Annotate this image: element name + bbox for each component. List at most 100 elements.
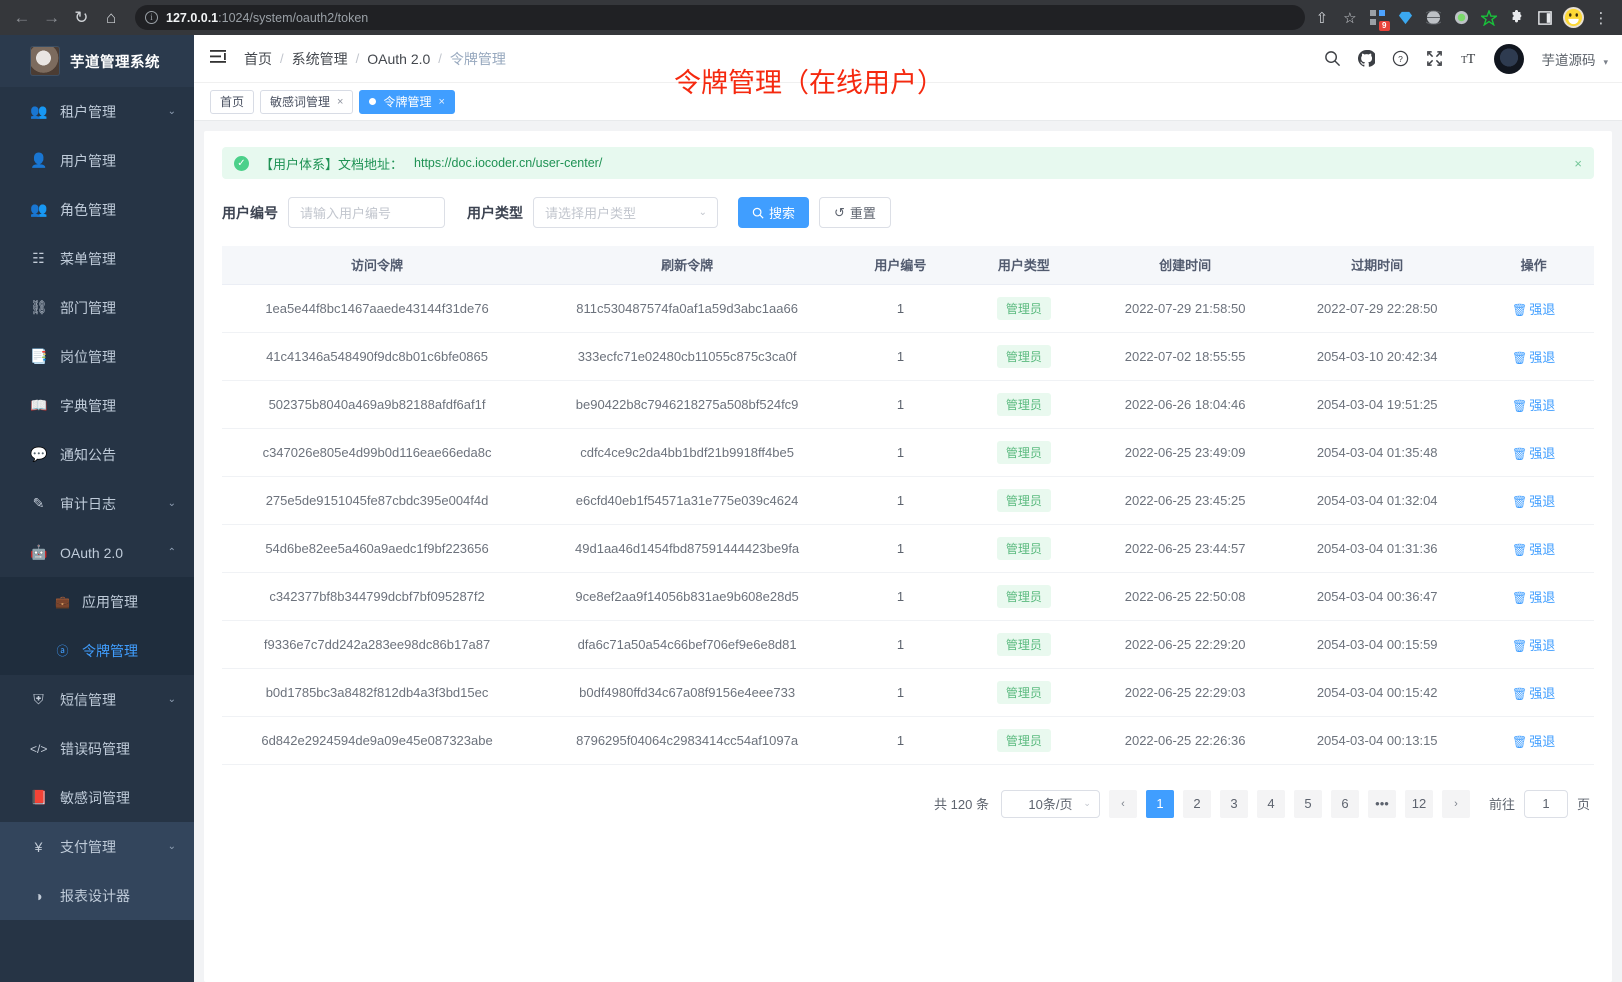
- main-area: 首页 / 系统管理 / OAuth 2.0 / 令牌管理 ?: [194, 35, 1622, 982]
- table-row: c342377bf8b344799dcbf7bf095287f2 9ce8ef2a…: [222, 572, 1594, 621]
- force-logout-button[interactable]: 🗑 强退: [1512, 734, 1555, 749]
- page-button[interactable]: 6: [1330, 789, 1359, 818]
- force-logout-button[interactable]: 🗑 强退: [1512, 494, 1555, 509]
- globe-extension-icon[interactable]: [1421, 4, 1447, 32]
- sidebar-item-dept[interactable]: ⛓ 部门管理: [0, 283, 194, 332]
- fullscreen-icon[interactable]: [1426, 50, 1443, 67]
- tab-token-manage[interactable]: 令牌管理 ×: [359, 89, 455, 114]
- sidebar-logo[interactable]: 芋道管理系统: [0, 35, 194, 87]
- sidebar-item-report-designer[interactable]: ◑ 报表设计器: [0, 871, 194, 920]
- search-button[interactable]: 搜索: [738, 197, 810, 228]
- green-circle-extension-icon[interactable]: [1449, 4, 1475, 32]
- force-logout-button[interactable]: 🗑 强退: [1512, 542, 1555, 557]
- sidebar-item-label: 敏感词管理: [60, 789, 130, 806]
- user-name[interactable]: 芋道源码: [1541, 52, 1596, 68]
- breadcrumb-item-home[interactable]: 首页: [244, 50, 272, 67]
- status-badge: 管理员: [996, 632, 1051, 656]
- user-id-label: 用户编号: [222, 204, 278, 221]
- annotation-text: 令牌管理（在线用户）: [674, 68, 944, 98]
- sidebar-item-post[interactable]: 📑 岗位管理: [0, 332, 194, 381]
- close-icon[interactable]: ×: [1574, 155, 1582, 171]
- page-size-select[interactable]: 10条/页 ⌄: [1000, 789, 1100, 818]
- reset-button[interactable]: ↺ 重置: [819, 197, 891, 228]
- chevron-down-icon[interactable]: ▾: [1603, 56, 1608, 67]
- share-icon[interactable]: ⇧: [1315, 9, 1329, 27]
- sidebar-item-role[interactable]: 👥 角色管理: [0, 185, 194, 234]
- site-info-icon[interactable]: i: [145, 11, 158, 24]
- sidebar-item-tenant[interactable]: 👥 租户管理 ⌄: [0, 87, 194, 136]
- tab-home[interactable]: 首页: [210, 89, 255, 114]
- goto-page-input[interactable]: 1: [1523, 789, 1568, 818]
- page-button[interactable]: 4: [1256, 789, 1285, 818]
- puzzle-extensions-icon[interactable]: [1504, 4, 1530, 32]
- alert-link[interactable]: https://doc.iocoder.cn/user-center/: [414, 156, 603, 170]
- profile-avatar-icon[interactable]: [1560, 4, 1586, 32]
- help-icon[interactable]: ?: [1392, 50, 1409, 67]
- cell-operation: 🗑 强退: [1473, 668, 1594, 717]
- user-type-label: 用户类型: [467, 204, 523, 221]
- user-type-select[interactable]: 请选择用户类型 ⌄: [533, 197, 718, 228]
- menu-list-icon: ☷: [32, 250, 45, 266]
- address-bar[interactable]: i 127.0.0.1:1024/system/oauth2/token: [135, 5, 1305, 30]
- close-icon[interactable]: ×: [337, 95, 344, 108]
- breadcrumb-item-system[interactable]: 系统管理: [291, 50, 348, 67]
- sidebar-item-app-manage[interactable]: 💼 应用管理: [0, 577, 194, 626]
- page-button[interactable]: 2: [1182, 789, 1211, 818]
- search-icon[interactable]: [1324, 50, 1341, 67]
- extension-grid-icon[interactable]: 9: [1365, 4, 1391, 32]
- page-button[interactable]: •••: [1367, 789, 1396, 818]
- next-page-button[interactable]: ›: [1441, 789, 1470, 818]
- bookmark-star-icon[interactable]: ☆: [1343, 9, 1357, 27]
- tab-sensitive-word[interactable]: 敏感词管理 ×: [260, 89, 354, 114]
- force-logout-button[interactable]: 🗑 强退: [1512, 302, 1555, 317]
- force-logout-button[interactable]: 🗑 强退: [1512, 686, 1555, 701]
- yen-icon: ¥: [34, 838, 43, 855]
- star-extension-icon[interactable]: [1476, 4, 1502, 32]
- sidebar-item-menu[interactable]: ☷ 菜单管理: [0, 234, 194, 283]
- sidebar-toggle-icon[interactable]: [210, 49, 228, 69]
- diamond-extension-icon[interactable]: [1393, 4, 1419, 32]
- back-icon[interactable]: ←: [13, 7, 31, 27]
- sidebar-item-notice[interactable]: 💬 通知公告: [0, 430, 194, 479]
- close-icon[interactable]: ×: [438, 95, 445, 108]
- sidebar-item-pay[interactable]: ¥ 支付管理 ⌄: [0, 822, 194, 871]
- pagination: 共 120 条 10条/页 ⌄ ‹ 1 2 3 4 5 6 ••• 12 › 前往 1 页: [222, 789, 1594, 818]
- force-logout-button[interactable]: 🗑 强退: [1512, 446, 1555, 461]
- force-logout-button[interactable]: 🗑 强退: [1512, 350, 1555, 365]
- breadcrumb-item-oauth2[interactable]: OAuth 2.0: [367, 50, 431, 67]
- page-button[interactable]: 12: [1404, 789, 1433, 818]
- refresh-icon: ↺: [834, 204, 845, 220]
- sidebar-item-error-code[interactable]: </> 错误码管理: [0, 724, 194, 773]
- force-logout-button[interactable]: 🗑 强退: [1512, 638, 1555, 653]
- tab-label: 令牌管理: [383, 95, 432, 109]
- user-id-input[interactable]: 请输入用户编号: [288, 197, 445, 228]
- prev-page-button[interactable]: ‹: [1108, 789, 1137, 818]
- page-button[interactable]: 5: [1293, 789, 1322, 818]
- page-button[interactable]: 1: [1145, 789, 1174, 818]
- force-logout-button[interactable]: 🗑 强退: [1512, 398, 1555, 413]
- extension-badge-count: 9: [1378, 20, 1390, 31]
- github-icon[interactable]: [1358, 50, 1376, 67]
- reload-icon[interactable]: ↻: [74, 7, 89, 27]
- sidebar-item-oauth2[interactable]: 🤖 OAuth 2.0 ⌃: [0, 528, 194, 577]
- page-button[interactable]: 3: [1219, 789, 1248, 818]
- sidebar-item-sms[interactable]: ⛨ 短信管理 ⌄: [0, 675, 194, 724]
- force-logout-button[interactable]: 🗑 强退: [1512, 590, 1555, 605]
- sidebar-item-audit-log[interactable]: ✎ 审计日志 ⌄: [0, 479, 194, 528]
- home-icon[interactable]: ⌂: [105, 7, 117, 27]
- avatar[interactable]: [1494, 43, 1525, 74]
- sidebar-item-user[interactable]: 👤 用户管理: [0, 136, 194, 185]
- forward-icon[interactable]: →: [43, 7, 61, 27]
- sidebar-item-dict[interactable]: 📖 字典管理: [0, 381, 194, 430]
- url-path: :1024/system/oauth2/token: [218, 10, 369, 25]
- book-icon: 📖: [30, 397, 48, 413]
- question-circle-glyph: ?: [1393, 50, 1409, 67]
- cell-user-type: 管理员: [958, 428, 1090, 477]
- sidebar-item-token-manage[interactable]: ⓐ 令牌管理: [0, 626, 194, 675]
- browser-menu-icon[interactable]: ⋮: [1593, 9, 1609, 27]
- sidebar-item-sensitive-word[interactable]: 📕 敏感词管理: [0, 773, 194, 822]
- sidepanel-icon[interactable]: [1532, 4, 1558, 32]
- magnifier-glyph: [1325, 51, 1341, 67]
- total-count: 共 120 条: [934, 797, 989, 812]
